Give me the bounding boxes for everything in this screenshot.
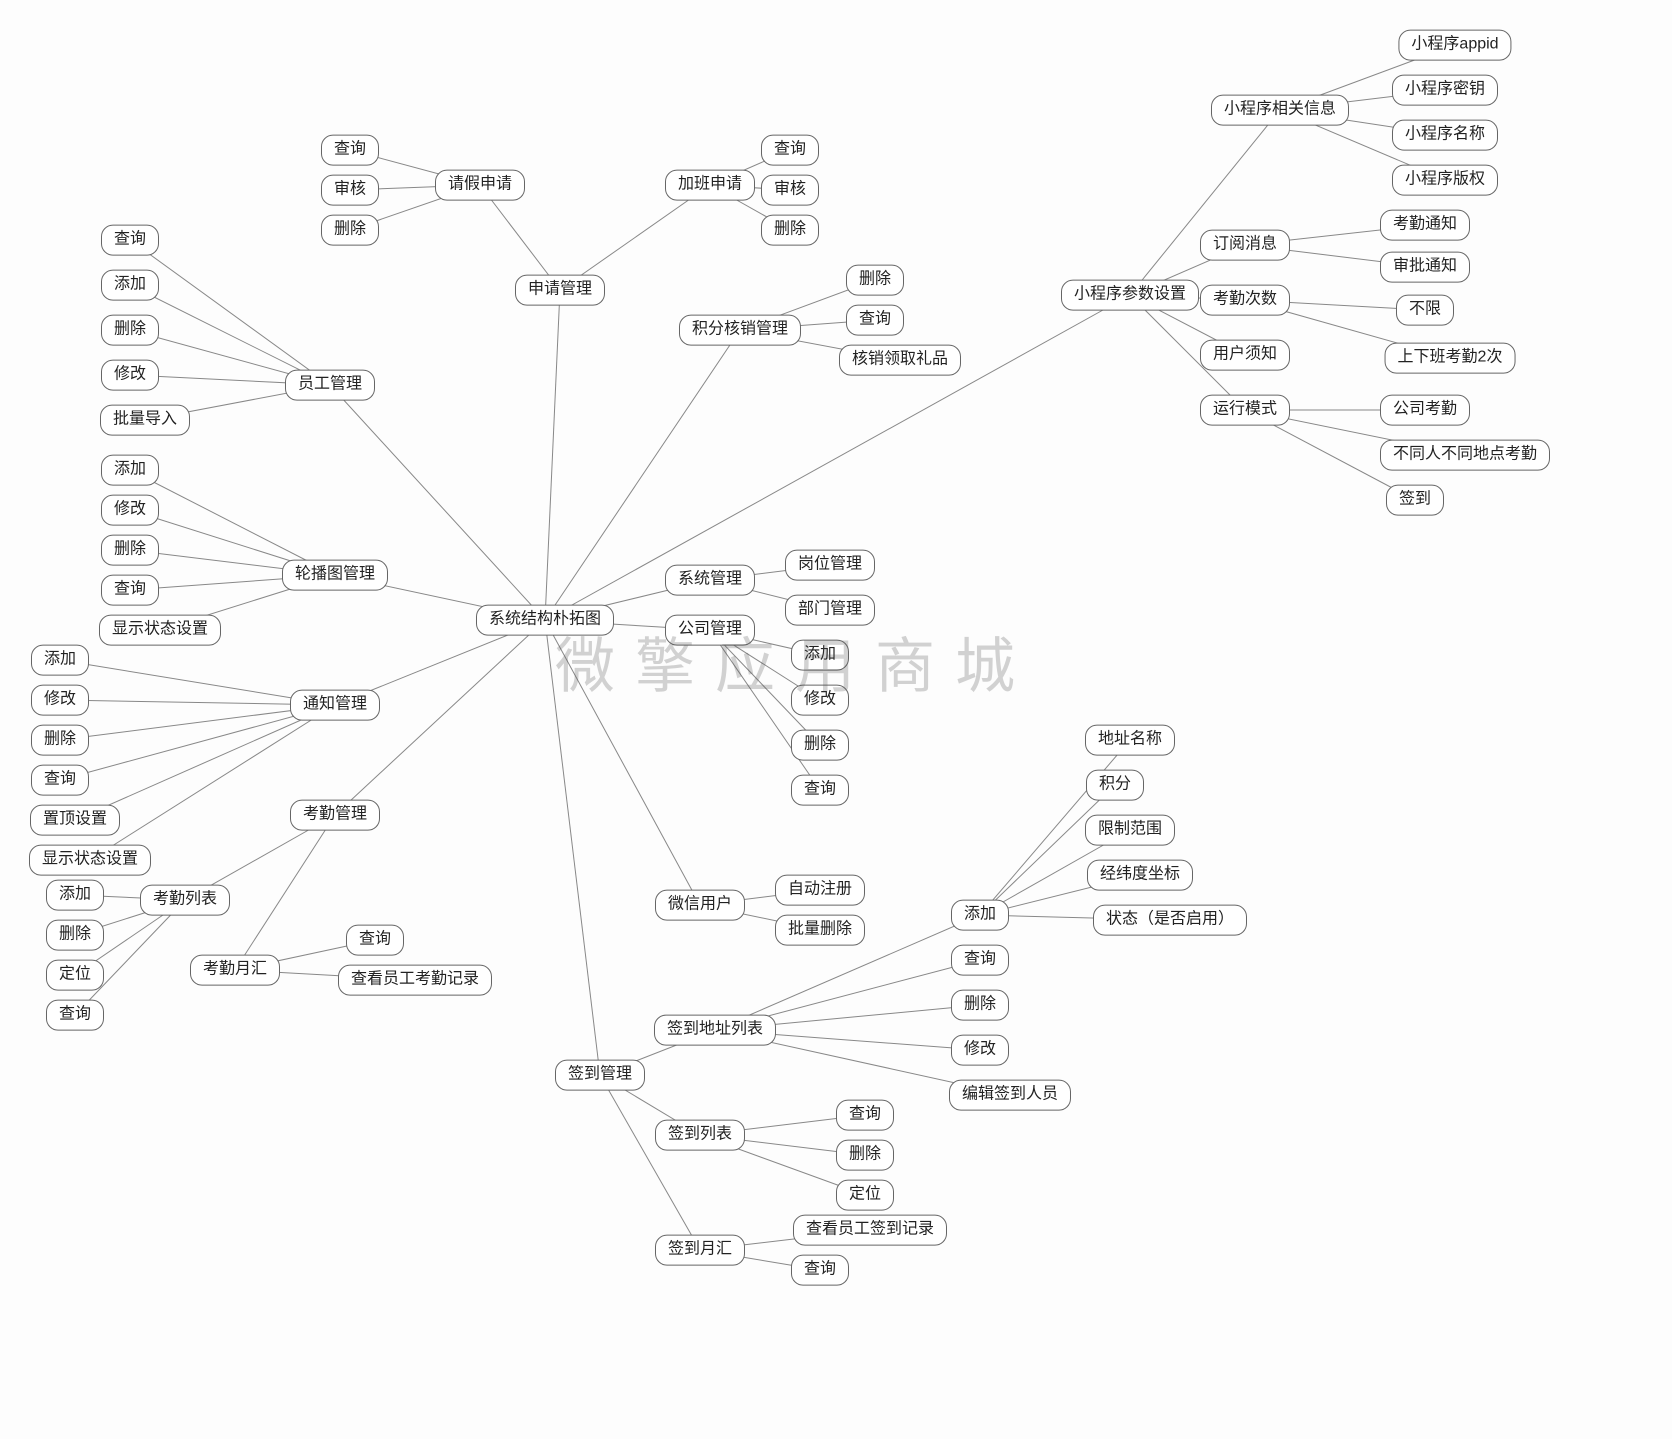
node-si_editmember: 编辑签到人员 [949,1080,1071,1111]
node-points_del: 删除 [846,265,904,296]
node-al_pos: 定位 [46,960,104,991]
node-not_status: 显示状态设置 [29,845,151,876]
node-caro_del: 删除 [101,535,159,566]
node-emp_query: 查询 [101,225,159,256]
node-mpt_twice: 上下班考勤2次 [1385,343,1516,374]
node-caro_query: 查询 [101,575,159,606]
node-am_query: 查询 [346,925,404,956]
edge-mp_param-mp_info [1130,110,1280,295]
node-wx_batchdel: 批量删除 [775,915,865,946]
node-carousel_mgmt: 轮播图管理 [282,560,388,591]
node-attend_mgmt: 考勤管理 [290,800,380,831]
node-ot_apply: 加班申请 [665,170,755,201]
node-caro_mod: 修改 [101,495,159,526]
node-mps_attend: 考勤通知 [1380,210,1470,241]
node-sil_del: 删除 [836,1140,894,1171]
node-emp_del: 删除 [101,315,159,346]
edge-emp_mgmt-emp_query [130,240,330,385]
node-leave_query: 查询 [321,135,379,166]
node-caro_add: 添加 [101,455,159,486]
node-not_mod: 修改 [31,685,89,716]
node-mp_submsg: 订阅消息 [1200,230,1290,261]
node-ot_audit: 审核 [761,175,819,206]
node-si_limit: 限制范围 [1085,815,1175,846]
node-leave_apply: 请假申请 [435,170,525,201]
node-si_query: 查询 [951,945,1009,976]
node-am_view: 查看员工考勤记录 [338,965,492,996]
node-mpi_copy: 小程序版权 [1392,165,1498,196]
node-si_add: 添加 [951,900,1009,931]
node-emp_mod: 修改 [101,360,159,391]
node-not_add: 添加 [31,645,89,676]
node-si_month: 签到月汇 [655,1235,745,1266]
node-sys_del: 删除 [791,730,849,761]
edge-root-wx_user [545,620,700,905]
node-si_mod: 修改 [951,1035,1009,1066]
node-mp_usernote: 用户须知 [1200,340,1290,371]
node-emp_import: 批量导入 [100,405,190,436]
node-sil_pos: 定位 [836,1180,894,1211]
node-mpt_unlimited: 不限 [1396,295,1454,326]
edge-root-signin_mgmt [545,620,600,1075]
edge-root-apply_mgmt [545,290,560,620]
node-emp_mgmt: 员工管理 [285,370,375,401]
node-not_del: 删除 [31,725,89,756]
node-emp_add: 添加 [101,270,159,301]
node-not_query: 查询 [31,765,89,796]
node-signin_mgmt: 签到管理 [555,1060,645,1091]
node-si_coord: 经纬度坐标 [1087,860,1193,891]
node-ot_query: 查询 [761,135,819,166]
node-mpi_secret: 小程序密钥 [1392,75,1498,106]
node-notice_mgmt: 通知管理 [290,690,380,721]
node-wx_user: 微信用户 [655,890,745,921]
node-leave_audit: 审核 [321,175,379,206]
node-points_gift: 核销领取礼品 [839,345,961,376]
node-si_del: 删除 [951,990,1009,1021]
node-root: 系统结构朴拓图 [476,605,614,636]
node-mp_param: 小程序参数设置 [1061,280,1199,311]
node-mpi_appid: 小程序appid [1398,30,1511,61]
edge-attend_mgmt-attend_month [235,815,335,970]
node-wx_autoreg: 自动注册 [775,875,865,906]
node-mps_approve: 审批通知 [1380,252,1470,283]
node-attend_list: 考勤列表 [140,885,230,916]
node-si_addrlist: 签到地址列表 [654,1015,776,1046]
node-si_listnode: 签到列表 [655,1120,745,1151]
node-sim_view: 查看员工签到记录 [793,1215,947,1246]
node-rm_company: 公司考勤 [1380,395,1470,426]
node-ot_del: 删除 [761,215,819,246]
node-sil_query: 查询 [836,1100,894,1131]
edge-signin_mgmt-si_month [600,1075,700,1250]
node-al_query: 查询 [46,1000,104,1031]
node-mpi_name: 小程序名称 [1392,120,1498,151]
node-rm_diff: 不同人不同地点考勤 [1380,440,1550,471]
node-not_top: 置顶设置 [30,805,120,836]
node-mp_info: 小程序相关信息 [1211,95,1349,126]
node-attend_month: 考勤月汇 [190,955,280,986]
node-apply_mgmt: 申请管理 [515,275,605,306]
node-sys_query: 查询 [791,775,849,806]
node-rm_signin: 签到 [1386,485,1444,516]
node-sys_add: 添加 [791,640,849,671]
node-points_mgmt: 积分核销管理 [679,315,801,346]
node-si_points: 积分 [1086,770,1144,801]
node-mp_runmode: 运行模式 [1200,395,1290,426]
node-si_addr_name: 地址名称 [1085,725,1175,756]
node-leave_del: 删除 [321,215,379,246]
node-points_query: 查询 [846,305,904,336]
node-si_status: 状态（是否启用） [1093,905,1247,936]
node-al_add: 添加 [46,880,104,911]
node-sys_mod: 修改 [791,685,849,716]
node-mp_times: 考勤次数 [1200,285,1290,316]
node-company_mgmt: 公司管理 [665,615,755,646]
node-dept_mgmt: 部门管理 [785,595,875,626]
node-sys_mgmt: 系统管理 [665,565,755,596]
edge-notice_mgmt-not_status [90,705,335,860]
node-sim_query: 查询 [791,1255,849,1286]
node-al_del: 删除 [46,920,104,951]
node-post_mgmt: 岗位管理 [785,550,875,581]
node-caro_status: 显示状态设置 [99,615,221,646]
